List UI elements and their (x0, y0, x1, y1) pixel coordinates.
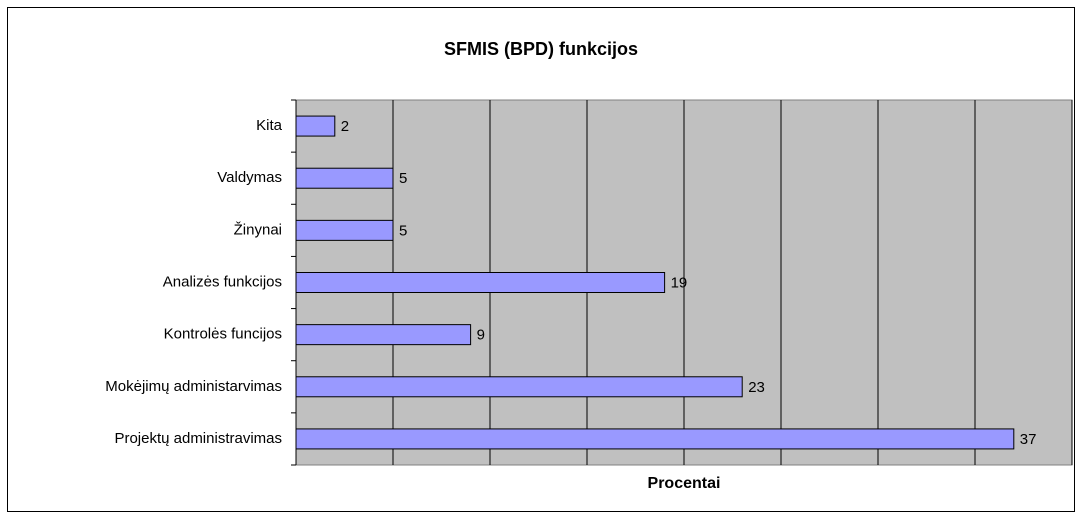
data-label: 23 (748, 379, 765, 396)
y-tick-label: Analizės funkcijos (163, 273, 282, 290)
data-label: 19 (671, 274, 688, 291)
y-tick-label: Mokėjimų administarvimas (105, 378, 282, 395)
data-label: 5 (399, 222, 407, 239)
data-label: 37 (1020, 431, 1037, 448)
y-tick-label: Valdymas (217, 169, 282, 186)
y-tick-label: Kita (256, 117, 283, 134)
bar (295, 167, 394, 189)
data-label: 9 (477, 327, 485, 344)
y-tick-label: Kontrolės funcijos (164, 326, 282, 343)
x-axis-label: Procentai (648, 475, 721, 492)
bar (295, 428, 1015, 450)
data-label: 5 (399, 170, 407, 187)
y-tick-label: Projektų administravimas (114, 430, 282, 447)
chart-title: SFMIS (BPD) funkcijos (444, 39, 638, 59)
bar (295, 272, 666, 293)
bar (295, 324, 472, 346)
y-tick-label: Žinynai (234, 221, 282, 238)
data-label: 2 (341, 118, 349, 135)
bar (295, 219, 394, 241)
bar (295, 376, 743, 398)
bar (295, 115, 336, 137)
